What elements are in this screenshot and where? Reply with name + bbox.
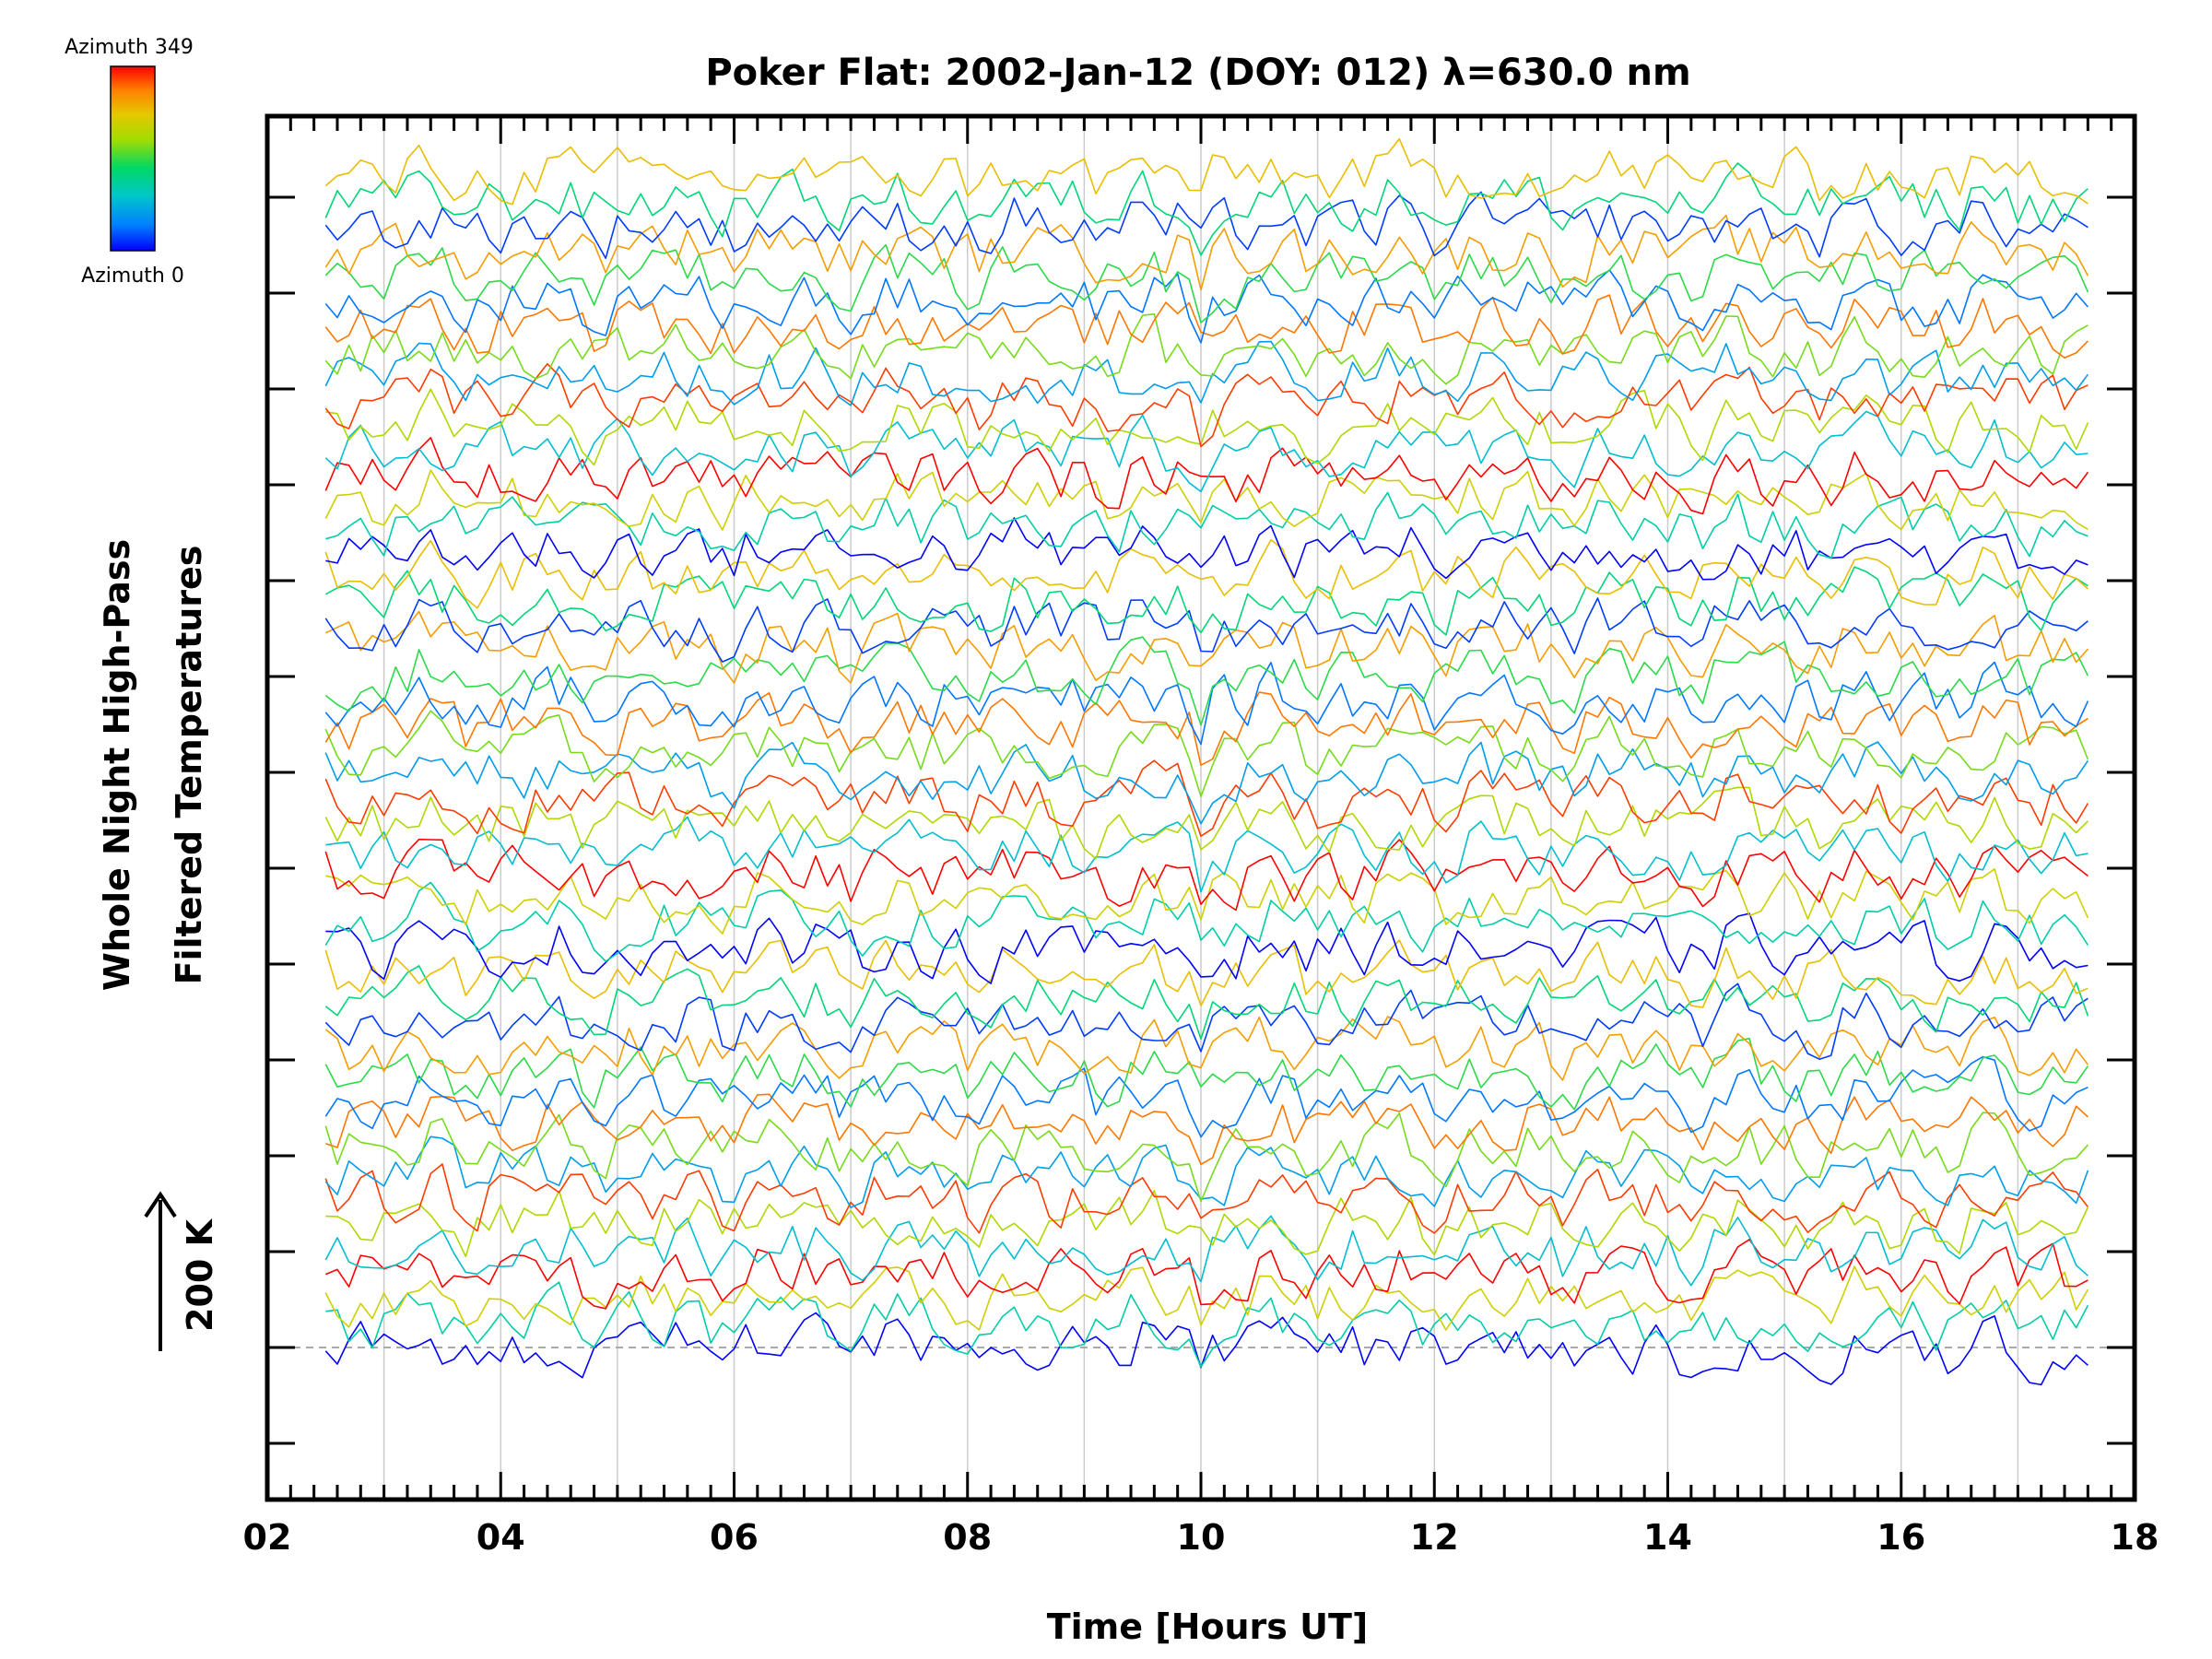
x-tick-label: 14: [1643, 1517, 1692, 1558]
series-line: [325, 517, 2088, 581]
x-tick-label: 02: [243, 1517, 292, 1558]
series-line: [324, 691, 2088, 767]
series-line: [324, 636, 2089, 726]
x-tick-label: 08: [943, 1517, 992, 1558]
x-tick-label: 16: [1877, 1517, 1925, 1558]
series-line: [324, 1037, 2089, 1111]
series-line: [324, 881, 2089, 962]
colorbar-bottom-label: Azimuth 0: [81, 265, 184, 288]
colorbar-gradient: [110, 65, 156, 252]
scale-arrow-head-icon: [144, 1191, 177, 1218]
series-line: [324, 566, 2088, 636]
series-line: [324, 269, 2089, 344]
y-axis-label-line1: Whole Night High-Pass: [97, 539, 137, 991]
series-line: [324, 191, 2088, 260]
series-line: [325, 1093, 2088, 1166]
series-line: [324, 597, 2088, 663]
x-tick-labels: 02 04 06 08 10 12 14 16 18: [243, 1517, 2159, 1558]
series-line: [324, 661, 2089, 746]
series-line: [325, 1281, 2089, 1368]
series-line: [324, 410, 2088, 493]
series-line: [324, 786, 2088, 860]
series-line: [324, 469, 2088, 531]
series-line: [324, 362, 2088, 448]
series-line: [324, 710, 2089, 798]
scale-bar-label: 200 K: [180, 1218, 220, 1332]
series-line: [324, 741, 2089, 825]
series-line: [324, 1265, 2089, 1331]
x-tick-label: 12: [1410, 1517, 1459, 1558]
series-line: [324, 162, 2088, 256]
series-line: [324, 538, 2088, 609]
series-line: [324, 294, 2088, 359]
series-line: [324, 982, 2088, 1060]
series-line: [324, 838, 2088, 912]
series-lines: [324, 138, 2089, 1386]
series-line: [324, 1215, 2088, 1287]
series-line: [325, 1190, 2089, 1258]
series-line: [324, 312, 2088, 385]
series-line: [325, 491, 2088, 559]
x-tick-label: 04: [477, 1517, 525, 1558]
series-line: [325, 816, 2088, 893]
x-tick-label: 06: [710, 1517, 759, 1558]
series-line: [324, 243, 2089, 324]
series-line: [325, 867, 2089, 935]
chart-title: Poker Flat: 2002-Jan-12 (DOY: 012) λ=630…: [705, 52, 1690, 94]
series-line: [324, 939, 2088, 1008]
x-tick-label: 18: [2111, 1517, 2159, 1558]
series-line: [324, 138, 2088, 206]
series-line: [324, 610, 2088, 684]
series-line: [325, 388, 2089, 466]
series-line: [324, 214, 2089, 291]
x-axis-label: Time [Hours UT]: [1047, 1606, 1369, 1647]
series-line: [324, 1312, 2088, 1386]
series-line: [324, 759, 2089, 838]
series-line: [325, 912, 2088, 984]
series-line: [324, 1163, 2089, 1234]
series-line: [324, 1016, 2089, 1081]
x-tick-label: 10: [1177, 1517, 1226, 1558]
y-axis-label-line2: Filtered Temperatures: [169, 546, 209, 985]
series-line: [324, 340, 2089, 406]
series-line: [324, 1135, 2089, 1208]
axis-ticks: [265, 116, 2136, 1500]
scale-bar: 200 K: [144, 1191, 220, 1351]
plot-area: 02 04 06 08 10 12 14 16 18: [243, 113, 2159, 1558]
series-line: [324, 1239, 2088, 1310]
series-line: [324, 436, 2089, 515]
colorbar-legend: Azimuth 349 Azimuth 0: [65, 36, 194, 288]
series-line: [324, 1112, 2088, 1203]
series-line: [324, 1055, 2088, 1138]
colorbar-top-label: Azimuth 349: [65, 36, 194, 59]
